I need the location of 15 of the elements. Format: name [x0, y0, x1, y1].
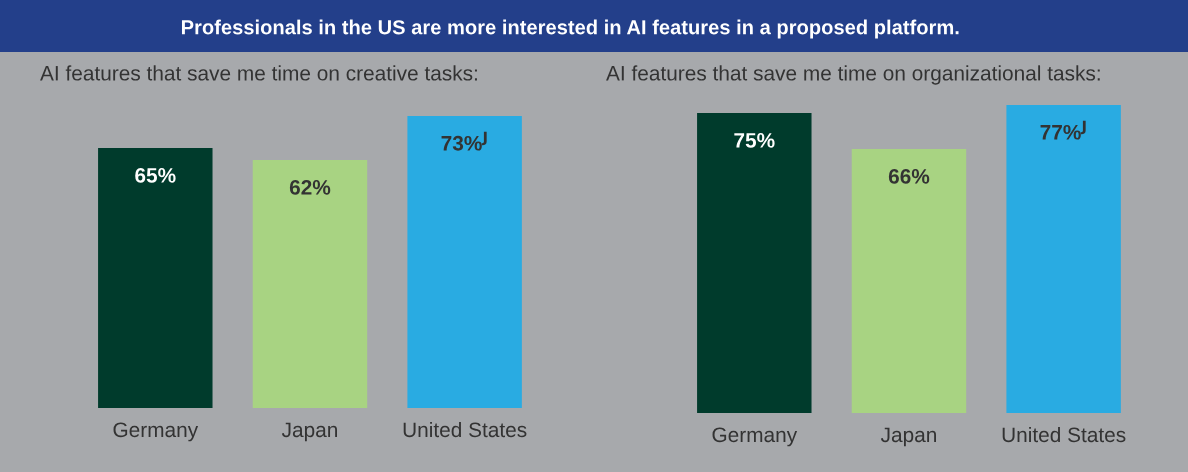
chart-subtitle: AI features that save me time on organizational tasks:: [606, 65, 1100, 85]
data-label: 66%: [888, 168, 930, 184]
x-tick-label: Germany: [113, 422, 199, 442]
data-label: 73%$^{J}$: [441, 131, 487, 151]
x-tick-label: Japan: [880, 427, 936, 447]
chart-title: Professionals in the US are more interested in AI features in a proposed platform.: [181, 19, 959, 39]
x-tick-label: Germany: [712, 427, 798, 447]
data-label: 65%: [135, 167, 176, 183]
data-label: 62%: [289, 179, 331, 195]
chart-subtitle: AI features that save me time on creative tasks:: [40, 65, 477, 81]
x-tick-label: United States: [1002, 426, 1126, 443]
data-label: 77%$^{J}$: [1040, 120, 1086, 140]
data-label: 75%: [734, 133, 775, 148]
x-tick-label: Japan: [281, 422, 337, 442]
x-tick-label: United States: [403, 421, 527, 438]
